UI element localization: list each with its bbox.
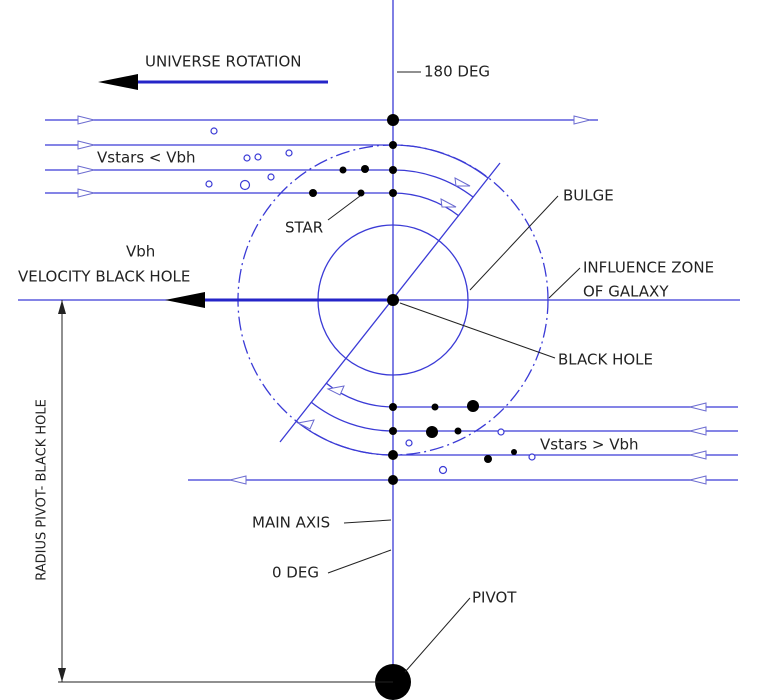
label: RADIUS PIVOT- BLACK HOLE <box>35 399 50 581</box>
label: INFLUENCE ZONE <box>583 259 714 277</box>
label: Vbh <box>126 243 155 261</box>
label: BLACK HOLE <box>558 351 653 369</box>
label: VELOCITY BLACK HOLE <box>18 268 190 286</box>
label: 180 DEG <box>424 63 490 81</box>
label: Vstars > Vbh <box>540 436 639 454</box>
label: Vstars < Vbh <box>97 149 196 167</box>
label: PIVOT <box>472 589 517 607</box>
label: MAIN AXIS <box>252 514 330 532</box>
label: 0 DEG <box>272 564 319 582</box>
label: OF GALAXY <box>583 283 669 301</box>
label: BULGE <box>563 187 614 205</box>
geometry <box>18 0 740 700</box>
label: STAR <box>285 219 323 237</box>
label: UNIVERSE ROTATION <box>145 53 302 71</box>
